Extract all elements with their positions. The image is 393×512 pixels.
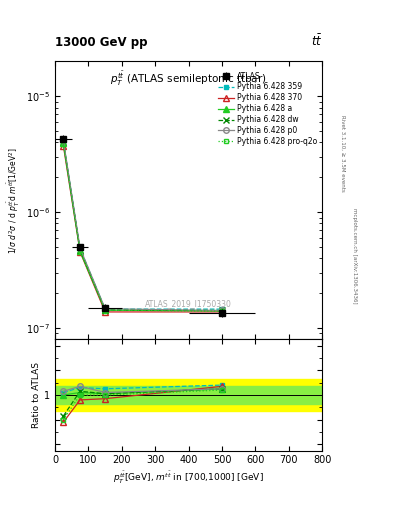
Line: Pythia 6.428 dw: Pythia 6.428 dw xyxy=(60,139,226,314)
Pythia 6.428 pro-q2o xyxy=(220,308,224,314)
Pythia 6.428 370 xyxy=(220,309,224,315)
Pythia 6.428 pro-q2o xyxy=(103,307,108,313)
Pythia 6.428 370 xyxy=(103,309,108,315)
Pythia 6.428 p0 xyxy=(103,306,108,312)
Pythia 6.428 p0 xyxy=(61,138,66,144)
Line: Pythia 6.428 370: Pythia 6.428 370 xyxy=(60,142,226,315)
Line: Pythia 6.428 p0: Pythia 6.428 p0 xyxy=(61,138,225,313)
Pythia 6.428 370 xyxy=(78,249,83,255)
Pythia 6.428 p0 xyxy=(78,245,83,251)
Text: mcplots.cern.ch [arXiv:1306.3436]: mcplots.cern.ch [arXiv:1306.3436] xyxy=(352,208,357,304)
Pythia 6.428 dw xyxy=(220,307,224,313)
Pythia 6.428 359 xyxy=(220,306,224,312)
Pythia 6.428 359 xyxy=(103,306,108,312)
Pythia 6.428 dw xyxy=(78,247,83,253)
Pythia 6.428 a xyxy=(78,248,83,254)
Pythia 6.428 pro-q2o xyxy=(61,141,66,147)
Pythia 6.428 a xyxy=(61,140,66,146)
Text: $t\bar{t}$: $t\bar{t}$ xyxy=(311,33,322,49)
Pythia 6.428 a xyxy=(220,308,224,314)
Pythia 6.428 pro-q2o xyxy=(78,247,83,253)
Y-axis label: Ratio to ATLAS: Ratio to ATLAS xyxy=(32,362,41,428)
Line: Pythia 6.428 pro-q2o: Pythia 6.428 pro-q2o xyxy=(61,141,224,314)
Pythia 6.428 p0 xyxy=(220,307,224,313)
Pythia 6.428 dw xyxy=(61,139,66,145)
Bar xyxy=(55,379,322,411)
Line: Pythia 6.428 a: Pythia 6.428 a xyxy=(60,140,226,314)
Pythia 6.428 dw xyxy=(103,307,108,313)
Pythia 6.428 a xyxy=(103,307,108,313)
Legend: ATLAS, Pythia 6.428 359, Pythia 6.428 370, Pythia 6.428 a, Pythia 6.428 dw, Pyth: ATLAS, Pythia 6.428 359, Pythia 6.428 37… xyxy=(215,69,321,149)
Text: $p_T^{t\bar{t}}$ (ATLAS semileptonic ttbar): $p_T^{t\bar{t}}$ (ATLAS semileptonic ttb… xyxy=(110,70,267,88)
Pythia 6.428 359 xyxy=(78,246,83,252)
Y-axis label: 1/$\sigma$ $d^2\sigma$ / d $p_T^{t\bar{t}}$d $m^{t\bar{t}}$[1/GeV$^2$]: 1/$\sigma$ $d^2\sigma$ / d $p_T^{t\bar{t… xyxy=(6,147,22,254)
Pythia 6.428 370 xyxy=(61,143,66,149)
X-axis label: $p_T^{t\bar{t}}$[GeV], $m^{t\bar{t}}$ in [700,1000] [GeV]: $p_T^{t\bar{t}}$[GeV], $m^{t\bar{t}}$ in… xyxy=(113,470,264,486)
Text: 13000 GeV pp: 13000 GeV pp xyxy=(55,36,147,49)
Text: ATLAS_2019_I1750330: ATLAS_2019_I1750330 xyxy=(145,298,232,308)
Bar xyxy=(55,387,322,403)
Line: Pythia 6.428 359: Pythia 6.428 359 xyxy=(61,139,224,311)
Pythia 6.428 359 xyxy=(61,139,66,145)
Text: Rivet 3.1.10, ≥ 3.5M events: Rivet 3.1.10, ≥ 3.5M events xyxy=(340,115,345,192)
